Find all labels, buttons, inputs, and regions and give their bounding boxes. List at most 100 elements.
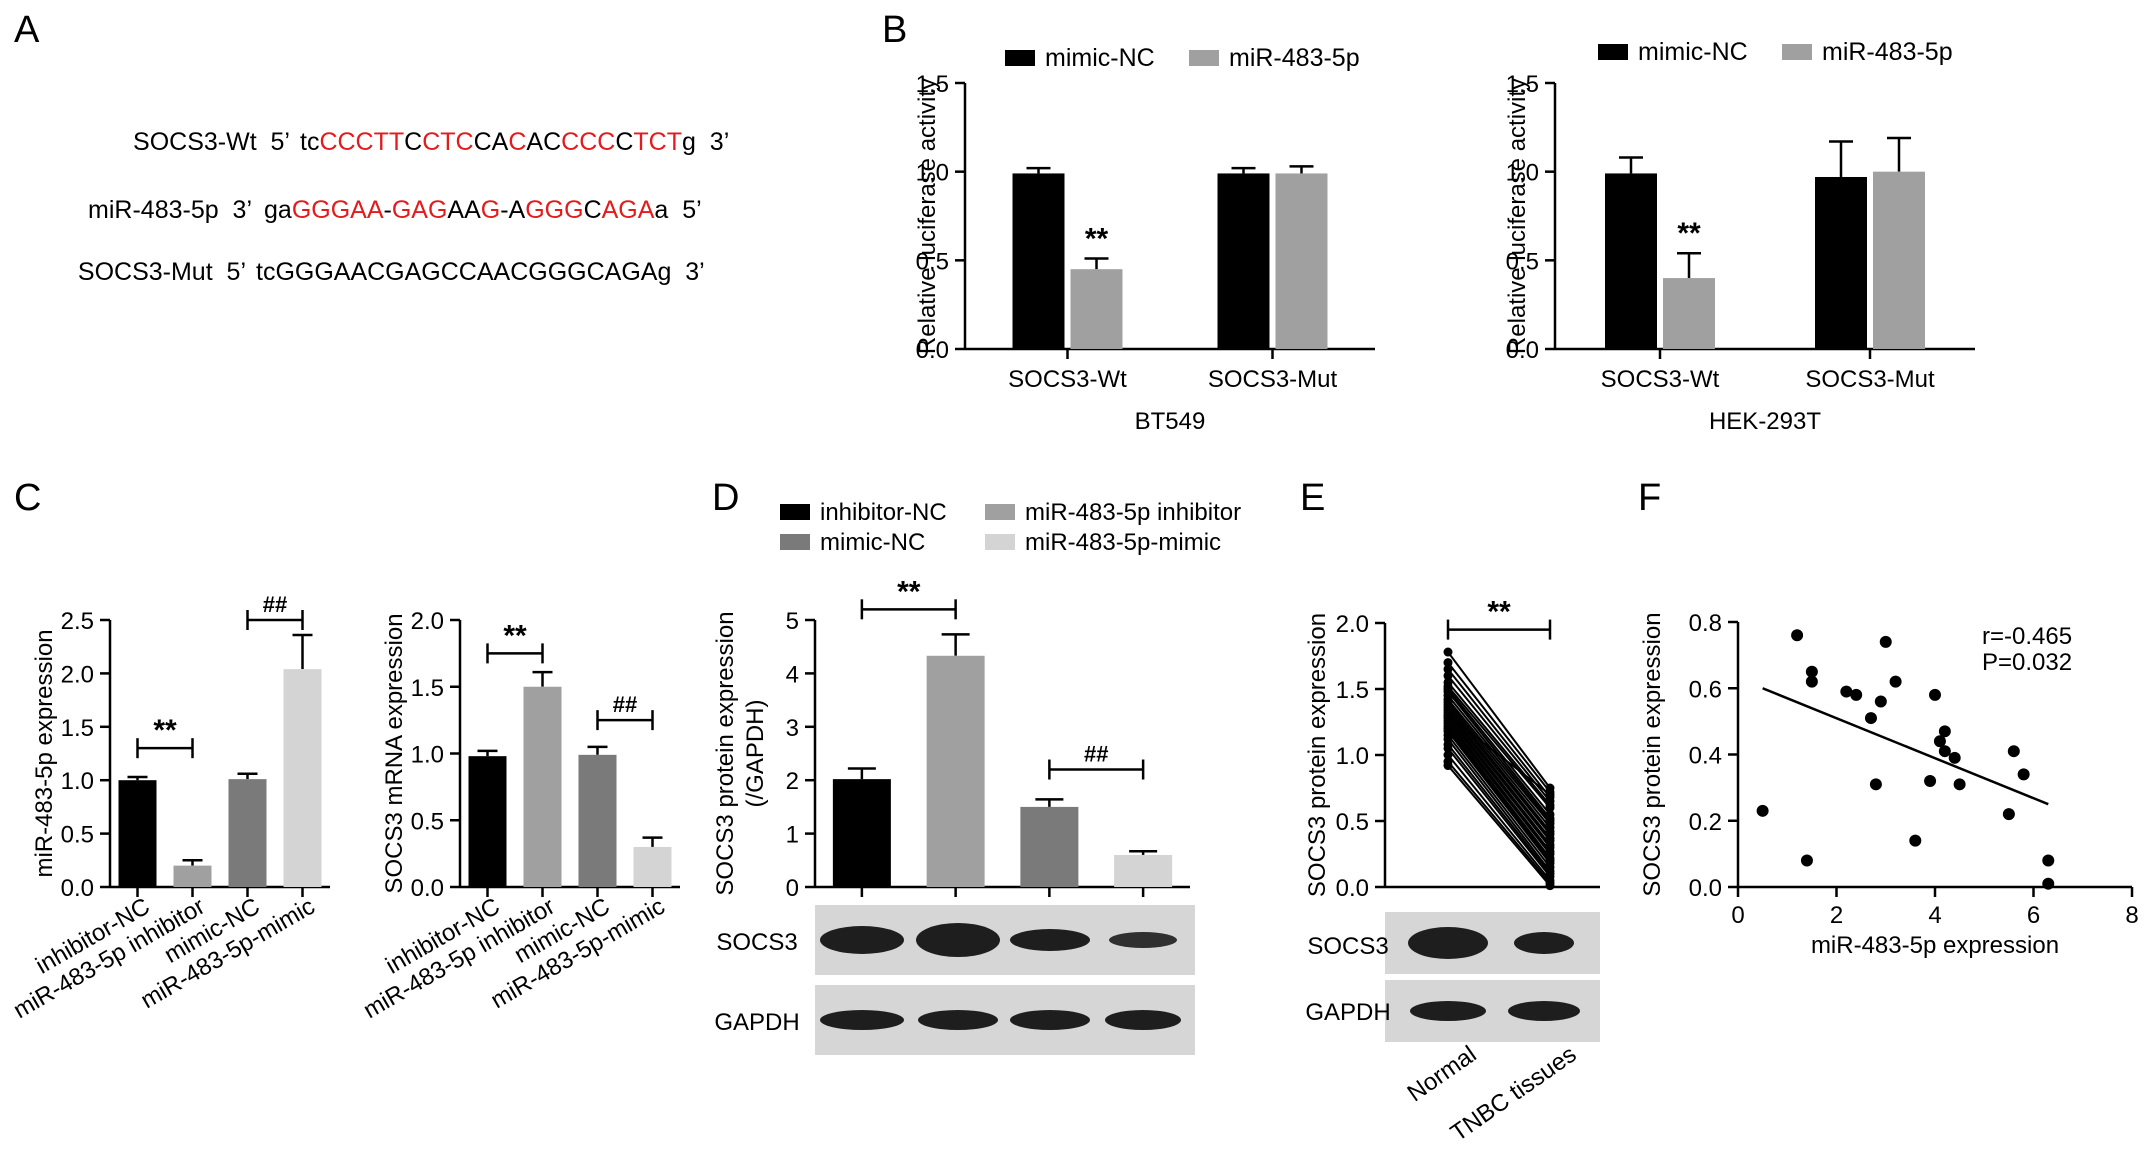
annotation-r: r=-0.465 <box>1982 623 2072 650</box>
chart-b2-y-axis: 0.0 0.5 1.0 1.5 <box>1506 71 1557 364</box>
sequence-segment: CA <box>473 128 509 156</box>
x-tick-label: 8 <box>2125 902 2138 929</box>
scatter-point <box>1805 665 1818 678</box>
legend-swatch <box>1189 50 1219 66</box>
y-tick-label: 0 <box>786 875 799 902</box>
legend-label: miR-483-5p inhibitor <box>1025 499 1241 526</box>
bar <box>832 779 891 887</box>
scatter-point <box>1953 778 1966 791</box>
chart-e-y-axis: 0.0 0.5 1.0 1.5 2.0 <box>1336 611 1387 902</box>
bar <box>468 756 507 887</box>
blot-band <box>916 923 1000 957</box>
scatter-point <box>1850 688 1863 701</box>
significance-label: ** <box>503 619 527 652</box>
y-tick-label: 0.0 <box>411 875 444 902</box>
y-tick-label: 0.0 <box>61 875 94 902</box>
legend-label: mimic-NC <box>1045 44 1155 72</box>
y-tick-label: 1.0 <box>1336 743 1369 770</box>
scatter-point <box>1909 834 1922 847</box>
point-tnbc <box>1545 881 1555 891</box>
x-tick-label: Normal <box>1403 1041 1482 1107</box>
chart-d-legend: inhibitor-NC mimic-NC miR-483-5p inhibitor… <box>780 499 1241 556</box>
sequence-name: miR-483-5p 3’ <box>88 196 252 224</box>
y-tick-label: 0.6 <box>1689 676 1722 703</box>
significance-label: ** <box>1677 217 1701 250</box>
y-tick-label: 0.0 <box>1506 337 1539 364</box>
blot-label-gapdh: GAPDH <box>1305 999 1390 1026</box>
sequence-body: gaGGGAA-GAGAAG-AGGGCAGAa 5’ <box>264 196 702 225</box>
sequence-segment: a <box>654 196 669 224</box>
y-axis-label: miR-483-5p expression <box>31 629 58 877</box>
y-tick-label: 0.0 <box>1336 875 1369 902</box>
sequence-segment: C <box>583 196 602 224</box>
y-axis-label: Relative luciferase activity <box>1504 78 1531 354</box>
significance-label: ## <box>263 592 287 617</box>
legend-swatch <box>1005 50 1035 66</box>
sequence-segment: ga <box>264 196 292 224</box>
y-axis-label: SOCS3 protein expression <box>1639 612 1666 896</box>
paired-line <box>1447 661 1551 793</box>
chart-b2-legend: mimic-NC miR-483-5p <box>1598 38 1953 66</box>
paired-line <box>1447 730 1551 864</box>
y-tick-label: 2.0 <box>411 608 444 635</box>
sequence-segment: tc <box>300 128 320 156</box>
significance-label: ## <box>613 692 637 717</box>
x-axis-label: HEK-293T <box>1709 408 1821 435</box>
sequence-segment: g <box>682 128 696 156</box>
y-tick-label: 1.5 <box>916 71 949 98</box>
legend-swatch <box>780 504 810 520</box>
paired-line <box>1447 754 1551 882</box>
sequence-segment: C <box>615 128 634 156</box>
blot-band <box>820 1010 904 1030</box>
chart-d-bars: ** ## <box>815 575 1190 897</box>
legend-label: miR-483-5p <box>1229 44 1360 72</box>
paired-line <box>1447 720 1551 852</box>
y-tick-label: 1.0 <box>1506 160 1539 187</box>
y-tick-label: 0.5 <box>411 808 444 835</box>
scatter-point <box>1805 675 1818 688</box>
significance-label: ** <box>1085 223 1109 256</box>
sequence-body: tcGGGAACGAGCCAACGGGCAGAg 3’ <box>256 258 705 287</box>
point-normal <box>1443 671 1453 681</box>
bar-miR-483-5p <box>1873 171 1925 349</box>
sequence-segment: AA <box>447 196 481 224</box>
blot-band <box>1410 1001 1486 1021</box>
sequence-segment: - <box>383 196 392 224</box>
x-tick-label: 0 <box>1731 902 1744 929</box>
x-tick-label: SOCS3-Wt <box>1601 366 1720 393</box>
paired-line <box>1447 760 1551 884</box>
y-tick-label: 0.5 <box>61 822 94 849</box>
legend-swatch <box>1598 44 1628 60</box>
significance-label: ## <box>1084 742 1108 767</box>
panel-letter-e: E <box>1300 477 1325 519</box>
sequence-segment: tcGGGAACGAGCCAACGGGCAGAg <box>256 258 672 286</box>
point-normal <box>1443 710 1453 720</box>
blot-d-socs3 <box>815 905 1195 975</box>
legend-swatch <box>1782 44 1812 60</box>
legend-swatch <box>985 534 1015 550</box>
panel-letter-a: A <box>14 9 40 51</box>
scatter-point <box>2042 877 2055 890</box>
sequence-prime-end: 3’ <box>695 128 730 156</box>
paired-line <box>1447 704 1551 833</box>
bar <box>633 846 672 887</box>
sequence-body: tcCCCTTCCTCCACACCCCCTCTg 3’ <box>300 128 729 157</box>
blot-band <box>820 926 904 954</box>
legend-label: mimic-NC <box>820 529 925 556</box>
blot-band <box>1105 1010 1181 1030</box>
sequence-segment: -A <box>500 196 526 224</box>
y-tick-label: 0.0 <box>1689 875 1722 902</box>
y-tick-label: 2.5 <box>61 608 94 635</box>
y-tick-label: 1.0 <box>61 768 94 795</box>
scatter-point <box>2007 745 2020 758</box>
y-tick-label: 1.5 <box>61 715 94 742</box>
y-tick-label: 2.0 <box>1336 611 1369 638</box>
bar-mimic-NC <box>1217 173 1270 349</box>
blot-label-socs3: SOCS3 <box>716 929 797 956</box>
bar <box>283 669 322 887</box>
blot-e-socs3 <box>1385 912 1600 974</box>
bar-miR-483-5p <box>1275 173 1328 349</box>
point-normal <box>1443 658 1453 668</box>
paired-line <box>1447 694 1551 822</box>
y-axis-label: SOCS3 protein expression <box>1304 613 1331 897</box>
